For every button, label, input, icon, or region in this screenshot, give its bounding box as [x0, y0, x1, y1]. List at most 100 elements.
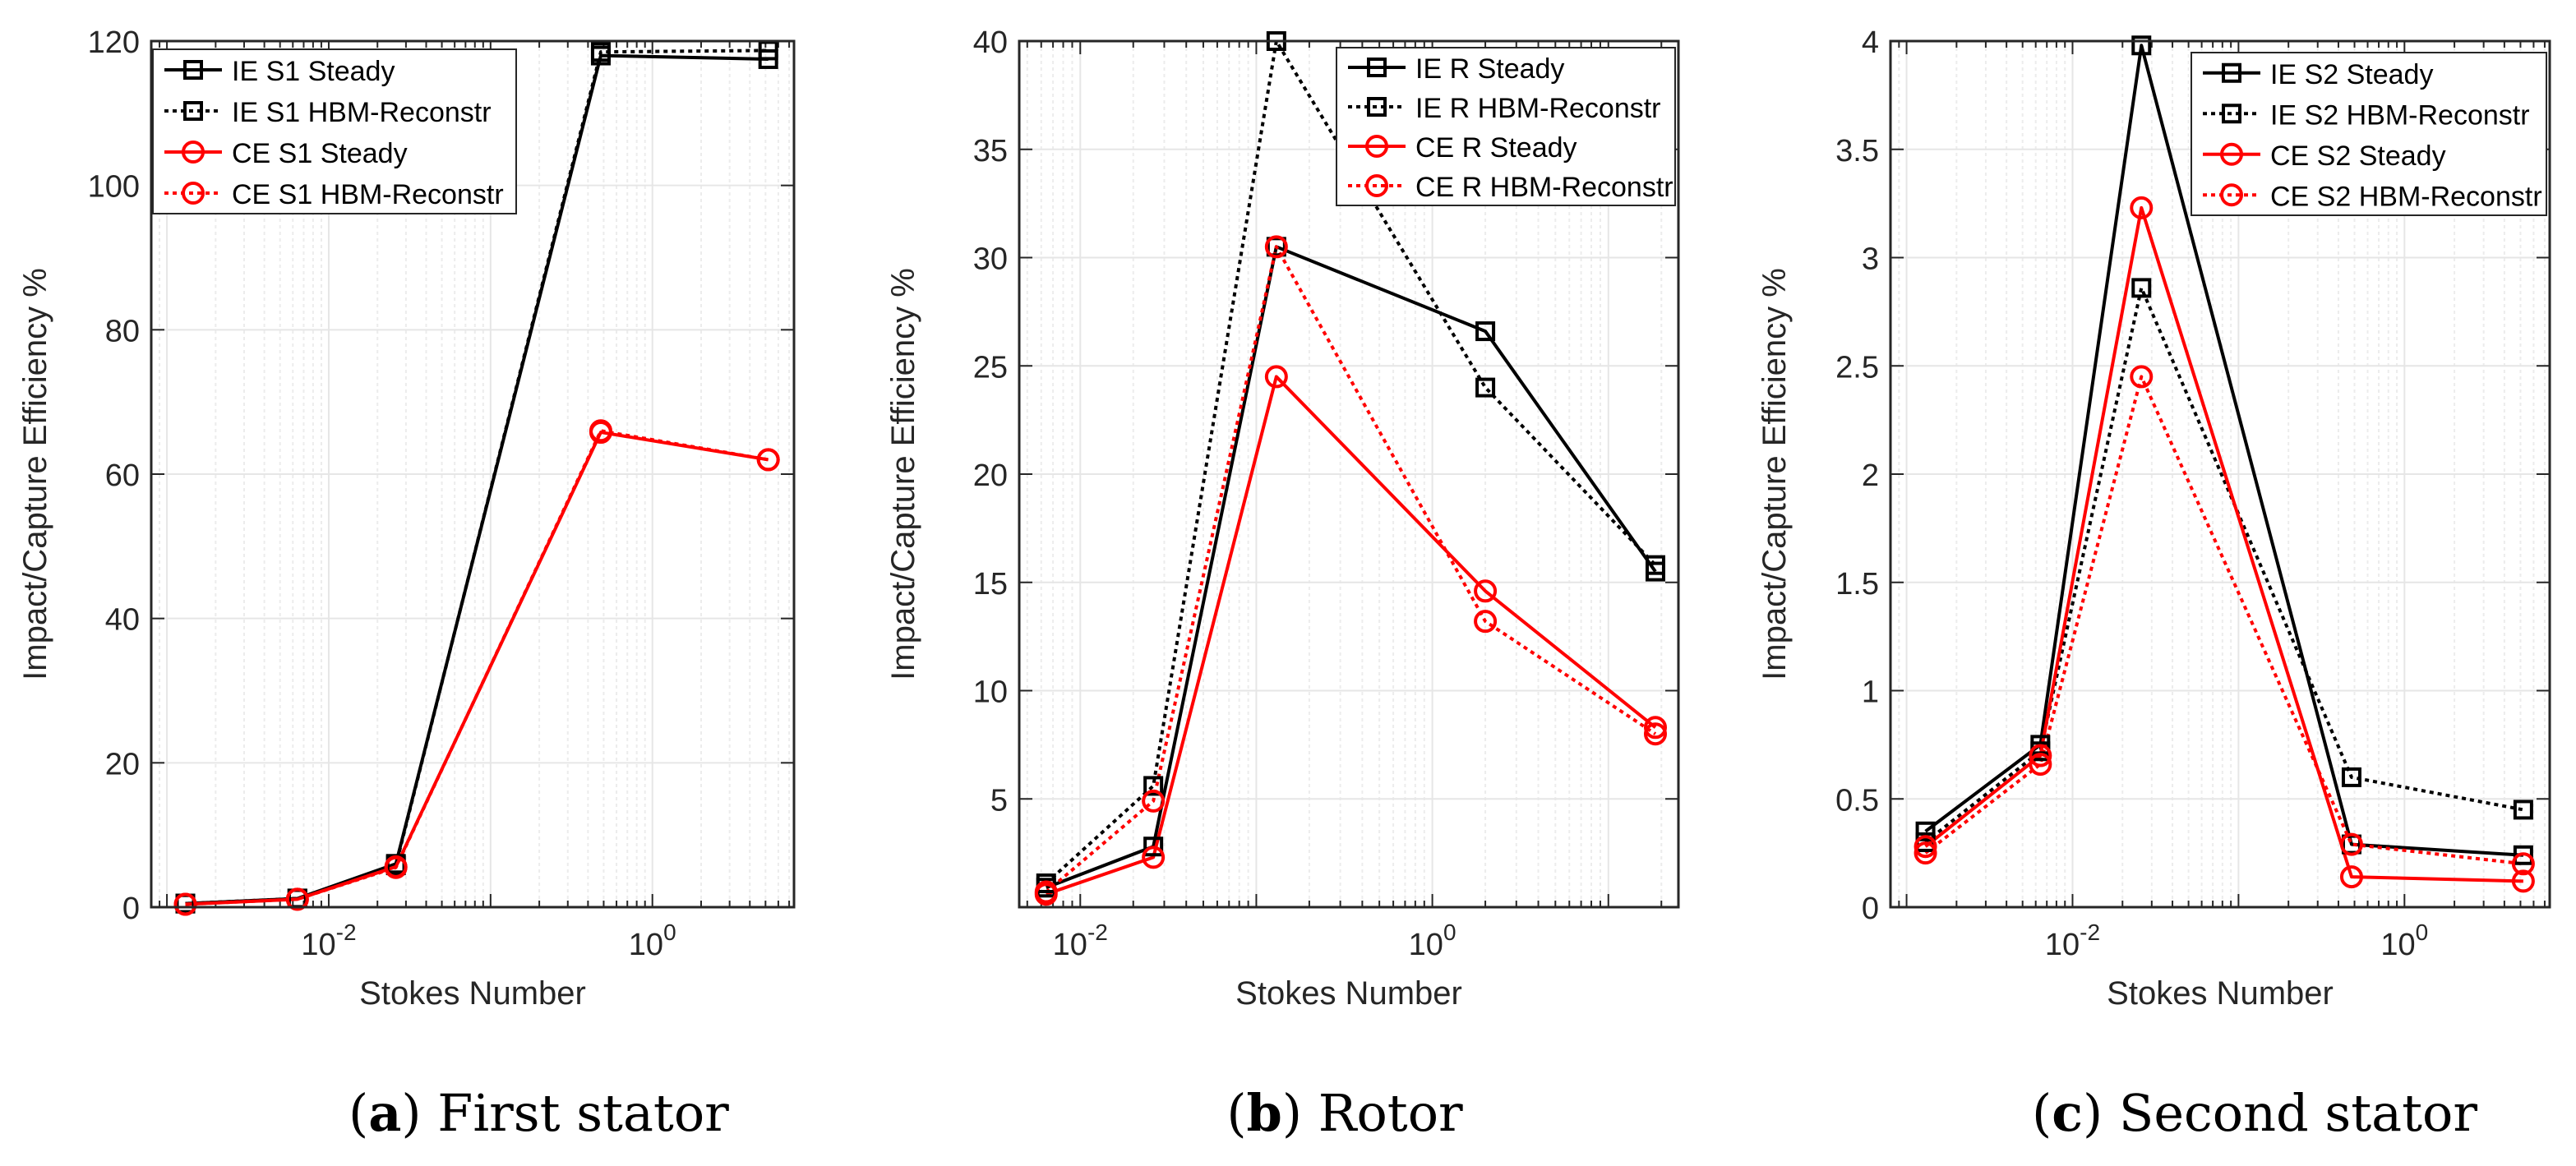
data-point: [2131, 35, 2152, 56]
data-point: [756, 448, 780, 472]
legend-label: CE S2 Steady: [2270, 141, 2446, 172]
data-point: [285, 887, 309, 911]
data-point: [1143, 776, 1164, 796]
caption-c-text: Second stator: [2118, 1083, 2477, 1143]
x-tick-label: 10-2: [1053, 919, 1108, 962]
legend-marker: [182, 141, 205, 164]
legend-label: IE S1 HBM-Reconstr: [232, 97, 492, 128]
legend: IE S1 Steady IE S1 HBM-Reconstr CE S1 Stea…: [152, 48, 517, 214]
axes-box: [1889, 39, 2551, 909]
data-point: [1143, 836, 1164, 857]
series-line-ce-s1-hbm-reconstr: [185, 429, 769, 906]
data-point: [173, 892, 197, 916]
legend-marker: [2222, 62, 2241, 83]
caption-b-text: Rotor: [1318, 1083, 1463, 1143]
data-point: [590, 42, 611, 62]
data-point: [2513, 845, 2533, 865]
data-point: [1034, 880, 1058, 904]
legend-label: IE S2 Steady: [2270, 59, 2433, 90]
axes-box: [1018, 39, 1680, 909]
legend: IE S2 Steady IE S2 HBM-Reconstr CE S2 Stea…: [2191, 52, 2547, 216]
caption-a-letter: a: [368, 1083, 402, 1143]
legend: IE R Steady IE R HBM-Reconstr CE R Steady C…: [1336, 47, 1676, 206]
y-tick-label: 80: [105, 314, 140, 348]
y-tick-label: 0.5: [1835, 783, 1879, 818]
y-axis-label: Impact/Capture Efficiency %: [885, 268, 921, 680]
caption-a-text: First stator: [437, 1083, 729, 1143]
legend-box: [1336, 47, 1676, 206]
caption-b: (b) Rotor: [1226, 1083, 1463, 1143]
y-tick-label: 1: [1862, 675, 1879, 710]
series-group: [1045, 41, 1657, 896]
y-tick-label: 40: [973, 25, 1008, 60]
data-point: [2339, 865, 2363, 889]
y-tick-label: 15: [973, 567, 1008, 601]
y-tick-label: 2.5: [1835, 350, 1879, 385]
data-point: [589, 419, 612, 443]
legend-label: IE S1 Steady: [232, 56, 395, 87]
y-tick-label: 25: [973, 350, 1008, 385]
legend-label: IE R Steady: [1415, 53, 1564, 85]
legend-marker: [183, 101, 203, 121]
caption-a: (a) First stator: [349, 1083, 729, 1143]
y-tick-label: 40: [105, 603, 140, 638]
data-point: [384, 855, 408, 879]
y-tick-label: 0: [1862, 892, 1879, 926]
y-tick-label: 20: [105, 747, 140, 781]
data-point: [2341, 767, 2361, 787]
x-tick-label: 100: [629, 919, 676, 962]
data-point: [1643, 716, 1667, 740]
y-tick-label: 30: [973, 242, 1008, 277]
x-tick-label: 10-2: [301, 919, 356, 962]
x-tick-label: 10-2: [2045, 919, 2100, 962]
y-tick-label: 2: [1862, 459, 1879, 493]
legend-marker: [183, 60, 203, 80]
legend-marker: [2220, 183, 2243, 207]
legend-label: CE S1 HBM-Reconstr: [232, 179, 504, 210]
y-tick-label: 60: [105, 459, 140, 493]
y-tick-label: 3.5: [1835, 134, 1879, 168]
legend-marker: [1367, 58, 1387, 77]
x-tick-label: 100: [2380, 919, 2428, 962]
data-point: [1475, 321, 1496, 342]
data-point: [1142, 789, 1166, 813]
legend-marker: [2220, 142, 2243, 166]
data-point: [2339, 832, 2363, 856]
legend-label: CE S2 HBM-Reconstr: [2270, 181, 2542, 212]
series-line-ce-s2-steady: [1924, 205, 2523, 883]
data-point: [2029, 744, 2052, 767]
y-tick-label: 20: [973, 459, 1008, 493]
data-point: [1645, 555, 1665, 575]
legend-label: CE S1 Steady: [232, 138, 408, 169]
chart-panel-first-stator: 0 20 40 60 80 100 120 10-2 100 Stokes Number Impac…: [17, 25, 796, 1012]
series-line-ie-s2-steady: [1924, 44, 2524, 857]
y-axis-label: Impact/Capture Efficiency %: [1757, 268, 1793, 680]
data-point: [1264, 235, 1288, 259]
legend-marker: [1365, 135, 1388, 158]
data-point: [2511, 852, 2535, 876]
legend-label: CE R HBM-Reconstr: [1415, 172, 1673, 203]
caption-c-letter: c: [2052, 1083, 2083, 1143]
y-tick-label: 0: [122, 892, 140, 926]
legend-label: IE S2 HBM-Reconstr: [2270, 99, 2530, 131]
data-point: [2131, 278, 2152, 298]
legend-marker: [2222, 104, 2241, 124]
legend-marker: [1365, 174, 1388, 197]
data-point: [1914, 835, 1937, 859]
legend-box: [2191, 52, 2547, 216]
data-point: [2130, 196, 2154, 219]
data-point: [2130, 365, 2154, 389]
y-tick-label: 10: [973, 675, 1008, 710]
legend-marker: [1367, 97, 1387, 117]
y-tick-label: 4: [1862, 25, 1879, 60]
x-tick-label: 100: [1409, 919, 1457, 962]
y-tick-label: 35: [973, 134, 1008, 168]
y-tick-label: 3: [1862, 242, 1879, 277]
data-point: [1915, 821, 1936, 841]
data-point: [1142, 846, 1166, 869]
series-line-ie-s2-hbm-reconstr: [1924, 286, 2524, 844]
y-tick-label: 100: [88, 170, 140, 205]
y-tick-label: 5: [990, 783, 1008, 818]
data-point: [1914, 841, 1937, 865]
